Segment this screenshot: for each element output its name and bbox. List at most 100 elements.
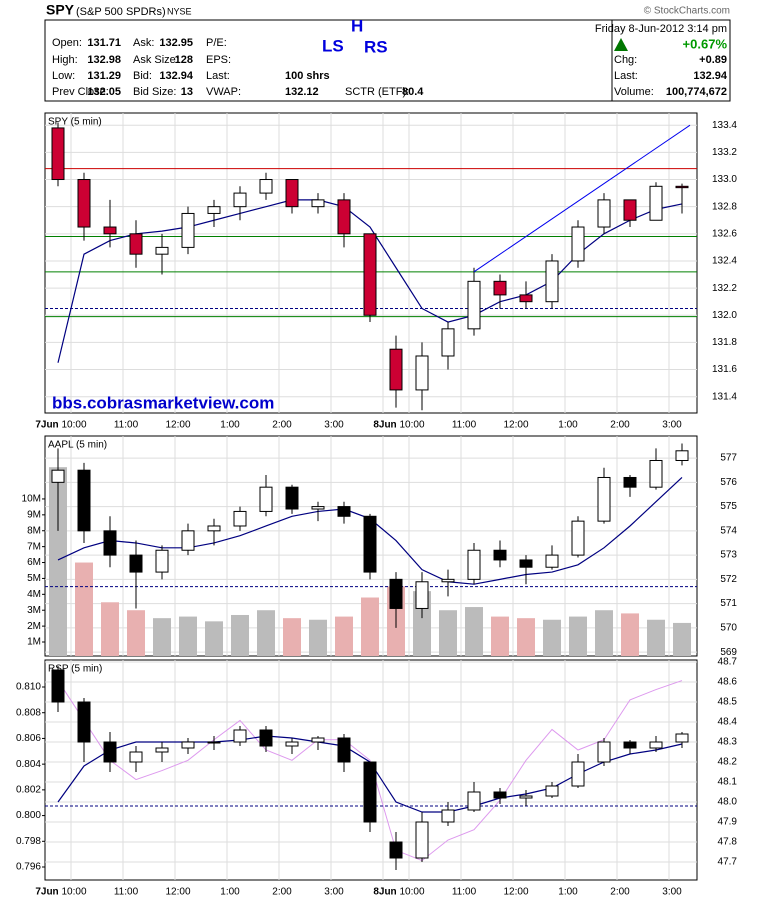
quote-label: Low: xyxy=(52,70,75,82)
candle-body xyxy=(493,280,507,296)
summary-label: Last: xyxy=(614,70,638,82)
volume-tick-label: 5M xyxy=(27,573,41,584)
y-tick-label: 48.0 xyxy=(718,797,738,808)
quote-value: 132.95 xyxy=(159,37,193,49)
x-tick-label: 2:00 xyxy=(610,420,630,431)
volume-bar xyxy=(309,619,327,656)
x-tick-label: 11:00 xyxy=(452,887,477,898)
change-percent: +0.67% xyxy=(683,36,728,51)
quote-label: EPS: xyxy=(206,54,231,66)
x-tick-label: 8Jun xyxy=(373,887,396,898)
volume-tick-label: 3M xyxy=(27,605,41,616)
x-tick-label: 11:00 xyxy=(114,420,139,431)
volume-tick-label: 8M xyxy=(27,525,41,536)
overlay-line xyxy=(57,680,683,862)
quote-value: 132.98 xyxy=(87,54,121,66)
y-tick-label: 48.6 xyxy=(718,677,738,688)
x-tick-label: 1:00 xyxy=(220,887,240,898)
quote-value: 131.29 xyxy=(87,70,121,82)
summary-label: Volume: xyxy=(614,86,654,98)
annotation: RS xyxy=(364,37,388,56)
y2-tick-label: 0.796 xyxy=(16,862,41,873)
y-tick-label: 48.4 xyxy=(718,717,738,728)
candle-body xyxy=(207,741,221,744)
y-tick-label: 48.1 xyxy=(718,777,738,788)
candle-body xyxy=(259,486,273,512)
candle-body xyxy=(155,246,169,255)
candle-body xyxy=(337,199,351,235)
y-tick-label: 131.6 xyxy=(712,364,737,375)
candle-body xyxy=(259,179,273,194)
y2-tick-label: 0.810 xyxy=(16,682,41,693)
annotation: H xyxy=(351,16,363,35)
quote-value: 132.05 xyxy=(87,86,121,98)
volume-bar xyxy=(335,616,353,656)
y-tick-label: 48.2 xyxy=(718,757,738,768)
candle-body xyxy=(207,525,221,532)
volume-bar xyxy=(673,622,691,656)
volume-tick-label: 4M xyxy=(27,589,41,600)
y-tick-label: 132.6 xyxy=(712,228,737,239)
candle-body xyxy=(571,520,585,556)
quote-label: VWAP: xyxy=(206,86,241,98)
candle-body xyxy=(389,348,403,391)
y2-tick-label: 0.800 xyxy=(16,810,41,821)
x-tick-label: 7Jun xyxy=(35,887,58,898)
candle-body xyxy=(77,179,91,228)
candle-body xyxy=(337,506,351,517)
x-tick-label: 2:00 xyxy=(272,420,292,431)
volume-bar xyxy=(595,610,613,656)
x-tick-label: 12:00 xyxy=(165,887,190,898)
candle-body xyxy=(311,737,325,743)
volume-bar xyxy=(205,621,223,656)
candle-body xyxy=(493,549,507,561)
panel-title: SPY (5 min) xyxy=(48,117,102,128)
volume-tick-label: 10M xyxy=(22,494,41,505)
summary-value: +0.89 xyxy=(699,54,727,66)
candle-body xyxy=(597,199,611,228)
volume-tick-label: 7M xyxy=(27,541,41,552)
trend-line xyxy=(473,124,691,273)
x-tick-label: 10:00 xyxy=(61,887,86,898)
y-tick-label: 572 xyxy=(720,574,737,585)
candle-body xyxy=(545,554,559,568)
x-tick-label: 2:00 xyxy=(272,887,292,898)
volume-bar xyxy=(439,610,457,656)
candle-body xyxy=(363,233,377,316)
volume-bar xyxy=(127,610,145,656)
candle-body xyxy=(155,747,169,753)
x-tick-label: 3:00 xyxy=(662,887,682,898)
volume-bar xyxy=(101,602,119,656)
y-tick-label: 571 xyxy=(720,598,737,609)
summary-label: Chg: xyxy=(614,54,637,66)
candle-body xyxy=(519,294,533,303)
x-tick-label: 10:00 xyxy=(61,420,86,431)
volume-tick-label: 6M xyxy=(27,557,41,568)
quote-box xyxy=(44,19,731,102)
y-tick-label: 132.2 xyxy=(712,283,737,294)
candle-body xyxy=(493,791,507,799)
candle-body xyxy=(467,791,481,811)
candle-body xyxy=(571,761,585,787)
candle-body xyxy=(129,554,143,573)
y-tick-label: 574 xyxy=(720,525,737,536)
x-tick-label: 10:00 xyxy=(399,887,424,898)
y-tick-label: 48.5 xyxy=(718,697,738,708)
candle-body xyxy=(363,515,377,573)
candle-body xyxy=(649,185,663,221)
volume-bar xyxy=(621,613,639,656)
y2-tick-label: 0.806 xyxy=(16,733,41,744)
candle-body xyxy=(233,729,247,743)
candle-body xyxy=(571,226,585,262)
candle-body xyxy=(467,280,481,330)
candle-body xyxy=(675,185,689,189)
candle-body xyxy=(233,192,247,208)
candle-body xyxy=(675,450,689,461)
x-tick-label: 12:00 xyxy=(503,887,528,898)
candle-body xyxy=(623,741,637,749)
y-tick-label: 132.8 xyxy=(712,201,737,212)
volume-bar xyxy=(569,616,587,656)
y2-tick-label: 0.808 xyxy=(16,707,41,718)
panel-title: AAPL (5 min) xyxy=(48,440,107,451)
